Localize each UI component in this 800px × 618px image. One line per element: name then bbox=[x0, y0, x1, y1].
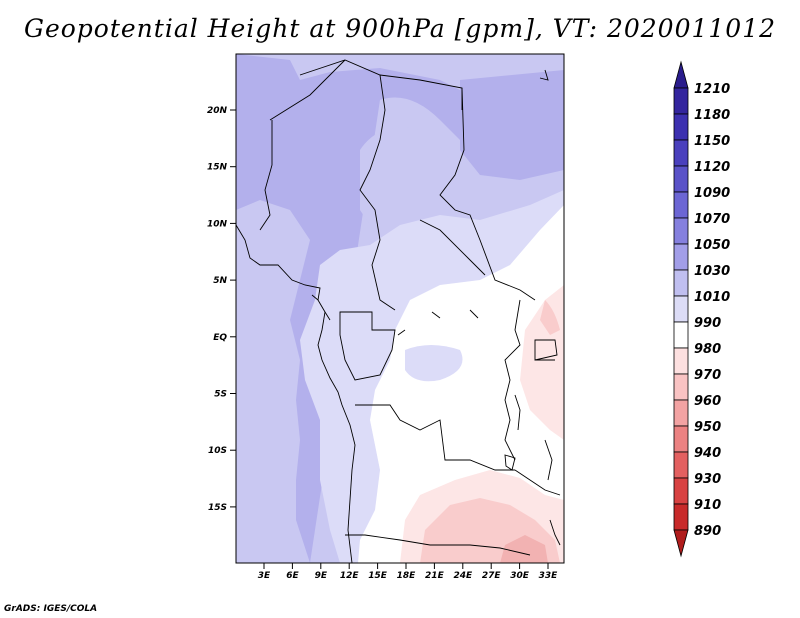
colorbar-segment bbox=[673, 295, 689, 323]
colorbar-label: 930 bbox=[694, 472, 721, 487]
x-tick-label: 18E bbox=[397, 571, 417, 581]
colorbar-segment bbox=[673, 321, 689, 349]
colorbar-segment bbox=[673, 399, 689, 427]
map-borders bbox=[236, 59, 561, 563]
x-tick-label: 27E bbox=[482, 571, 502, 581]
map-plot-area bbox=[236, 54, 564, 563]
y-tick-label: 20N bbox=[207, 106, 228, 116]
colorbar-label: 1180 bbox=[694, 108, 730, 123]
colorbar-segment bbox=[673, 477, 689, 505]
colorbar-segment bbox=[673, 373, 689, 401]
x-tick-label: 33E bbox=[539, 571, 559, 581]
colorbar-label: 890 bbox=[694, 524, 721, 539]
colorbar-segment bbox=[673, 165, 689, 193]
colorbar-label: 960 bbox=[694, 394, 721, 409]
colorbar-label: 1050 bbox=[694, 238, 730, 253]
colorbar-segment bbox=[673, 503, 689, 531]
y-tick-label: EQ bbox=[213, 333, 227, 343]
x-tick-label: 24E bbox=[453, 571, 473, 581]
colorbar-segment bbox=[673, 451, 689, 479]
colorbar-label: 990 bbox=[694, 316, 721, 331]
x-tick-label: 6E bbox=[286, 571, 299, 581]
colorbar-segment bbox=[673, 269, 689, 297]
band-1030-north bbox=[360, 127, 470, 240]
x-tick-label: 3E bbox=[258, 571, 271, 581]
colorbar-label: 940 bbox=[694, 446, 721, 461]
y-tick-label: 10S bbox=[208, 446, 227, 456]
colorbar-label: 910 bbox=[694, 498, 721, 513]
colorbar-label: 1150 bbox=[694, 134, 730, 149]
map-frame bbox=[235, 53, 565, 564]
x-tick-label: 12E bbox=[340, 571, 360, 581]
band-970 bbox=[420, 300, 560, 563]
colorbar-label: 1030 bbox=[694, 264, 730, 279]
colorbar-label: 1010 bbox=[694, 290, 730, 305]
colorbar-arrow-top bbox=[673, 60, 689, 89]
band-1010-patch bbox=[405, 345, 463, 382]
colorbar-label: 1090 bbox=[694, 186, 730, 201]
colorbar-segment bbox=[673, 425, 689, 453]
colorbar-segment bbox=[673, 191, 689, 219]
colorbar-label: 1210 bbox=[694, 82, 730, 97]
colorbar-label: 1070 bbox=[694, 212, 730, 227]
colorbar-label: 1120 bbox=[694, 160, 730, 175]
band-980 bbox=[400, 285, 564, 563]
x-tick-label: 30E bbox=[510, 571, 530, 581]
colorbar-label: 970 bbox=[694, 368, 721, 383]
colorbar-segment bbox=[673, 347, 689, 375]
y-tick-label: 5N bbox=[213, 276, 227, 286]
y-tick-label: 15S bbox=[208, 503, 227, 513]
band-990 bbox=[358, 205, 564, 563]
x-tick-label: 15E bbox=[368, 571, 388, 581]
y-axis: 20N 15N 10N 5N EQ 5S 10S 15S bbox=[207, 106, 236, 513]
colorbar-segment bbox=[673, 139, 689, 167]
colorbar-arrow-bottom bbox=[673, 529, 689, 558]
colorbar-segment bbox=[673, 113, 689, 141]
x-tick-label: 9E bbox=[315, 571, 328, 581]
x-tick-label: 21E bbox=[425, 571, 445, 581]
band-1050-ne bbox=[460, 70, 564, 180]
colorbar: 1210 1180 1150 1120 1090 1070 1050 1030 1010 990 9… bbox=[673, 60, 730, 558]
y-tick-label: 5S bbox=[214, 390, 227, 400]
colorbar-segment bbox=[673, 217, 689, 245]
grads-credit: GrADS: IGES/COLA bbox=[4, 604, 98, 614]
x-axis: 3E 6E 9E 12E 15E 18E 21E 24E 27E 30E 33E bbox=[258, 563, 558, 581]
map-title: Geopotential Height at 900hPa [gpm], VT:… bbox=[23, 14, 777, 43]
y-tick-label: 10N bbox=[207, 219, 228, 229]
colorbar-segment bbox=[673, 87, 689, 115]
colorbar-segment bbox=[673, 243, 689, 271]
colorbar-label: 980 bbox=[694, 342, 721, 357]
y-tick-label: 15N bbox=[207, 163, 228, 173]
band-960 bbox=[500, 535, 548, 563]
colorbar-label: 950 bbox=[694, 420, 721, 435]
